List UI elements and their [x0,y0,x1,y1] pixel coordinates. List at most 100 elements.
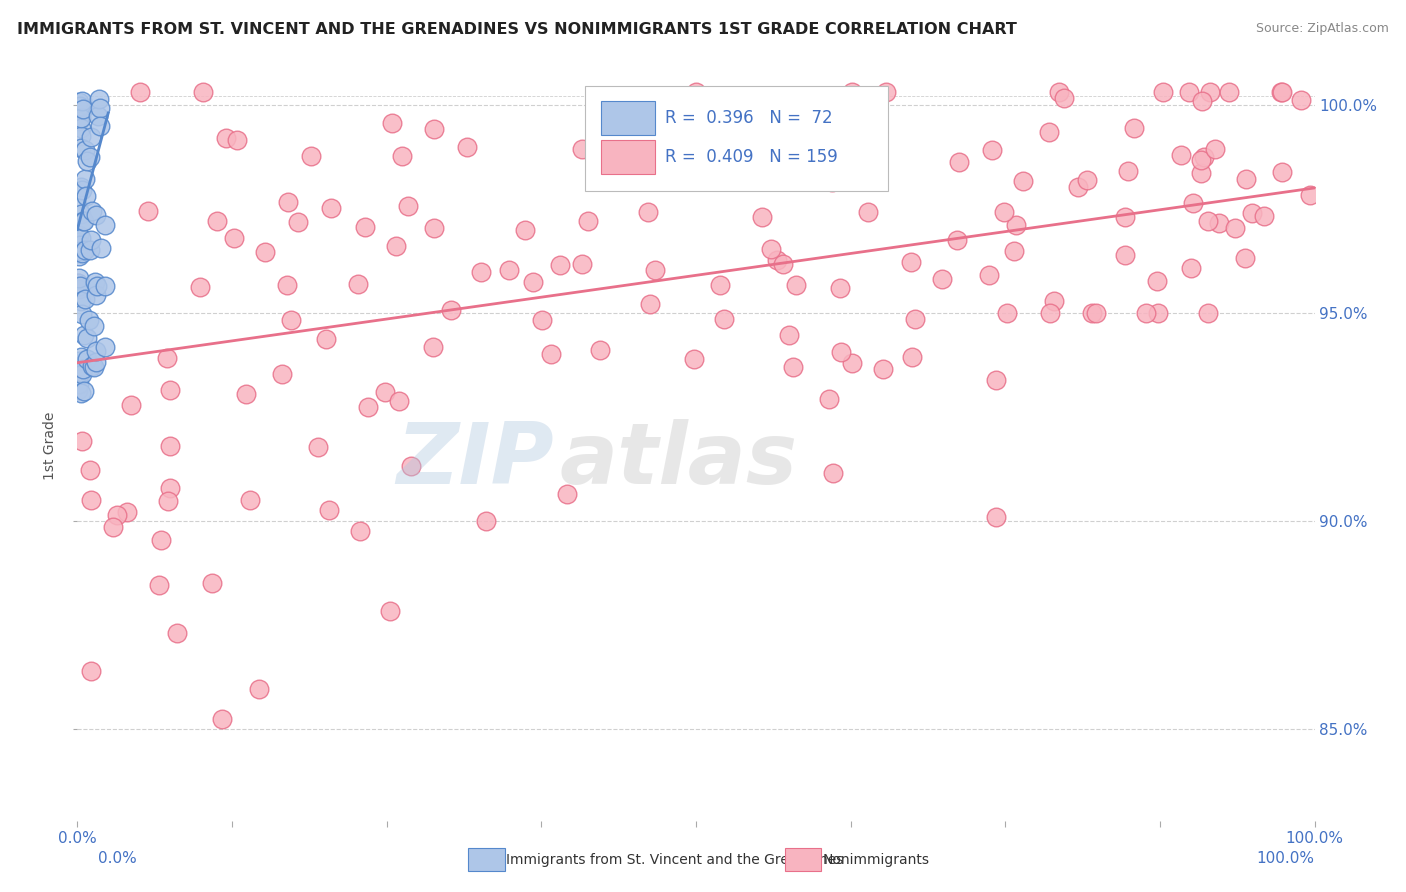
Point [72,308,94,322]
Point [1067,179,1090,194]
Point [571,257,593,271]
Point [713,311,735,326]
Point [422,340,444,354]
Point [73,214,96,228]
Point [1043,293,1066,308]
Point [1039,306,1062,320]
Point [299,149,322,163]
Point [1189,166,1212,180]
Point [356,401,378,415]
Point [69,100,91,114]
Point [235,386,257,401]
Point [76,351,98,366]
Point [276,195,298,210]
Point [93,218,115,232]
Point [531,313,554,327]
Point [70,367,93,381]
Point [980,144,1002,158]
Point [70,386,93,401]
Point [222,231,245,245]
Point [723,144,745,158]
Point [76,153,98,168]
Point [1270,85,1292,99]
Point [984,509,1007,524]
Point [84,355,107,369]
Point [388,393,411,408]
Point [1076,172,1098,186]
Point [1146,274,1168,288]
Point [821,467,844,481]
Point [150,533,173,547]
Point [205,214,228,228]
Point [401,459,423,474]
Point [439,302,461,317]
Point [751,211,773,225]
Point [1197,214,1219,228]
Point [378,604,401,618]
Point [72,214,94,228]
Point [820,175,842,189]
Point [89,119,111,133]
Point [67,276,90,290]
Point [136,204,159,219]
Point [903,312,925,326]
Point [984,373,1007,387]
Text: 100.0%: 100.0% [1257,851,1315,865]
Point [1047,85,1070,99]
Point [79,150,101,164]
Point [522,275,544,289]
Point [540,347,562,361]
Point [1004,218,1026,232]
Point [456,139,478,153]
FancyBboxPatch shape [600,139,655,174]
Text: Source: ZipAtlas.com: Source: ZipAtlas.com [1256,22,1389,36]
Point [200,575,222,590]
Point [73,243,96,257]
Point [83,318,105,333]
Point [70,112,93,126]
Point [70,207,93,221]
Point [156,494,179,508]
Point [79,463,101,477]
Point [1114,211,1136,225]
Point [79,313,101,327]
Point [1204,142,1226,156]
Point [159,439,181,453]
Point [1081,306,1104,320]
Point [1002,244,1025,258]
Point [67,235,90,249]
Point [67,354,90,368]
Point [772,257,794,271]
Point [1053,91,1076,105]
Point [1116,164,1139,178]
Point [422,121,444,136]
Point [374,385,396,400]
Point [315,332,337,346]
Point [1122,120,1144,135]
Point [1271,165,1294,179]
Point [1289,93,1312,107]
Point [347,277,370,291]
Point [84,344,107,359]
Point [475,514,498,528]
Point [83,359,105,374]
Point [841,161,863,175]
Point [87,109,110,123]
Point [66,200,89,214]
Point [931,272,953,286]
Point [276,278,298,293]
Point [80,203,103,218]
Point [93,340,115,354]
Point [977,268,1000,282]
Point [637,205,659,219]
Text: R =  0.396   N =  72: R = 0.396 N = 72 [665,109,832,127]
Point [226,132,249,146]
Point [70,141,93,155]
Point [159,383,181,397]
Point [72,103,94,117]
Point [84,288,107,302]
Point [1180,260,1202,275]
Point [319,201,342,215]
Point [830,345,852,359]
Point [838,142,860,156]
